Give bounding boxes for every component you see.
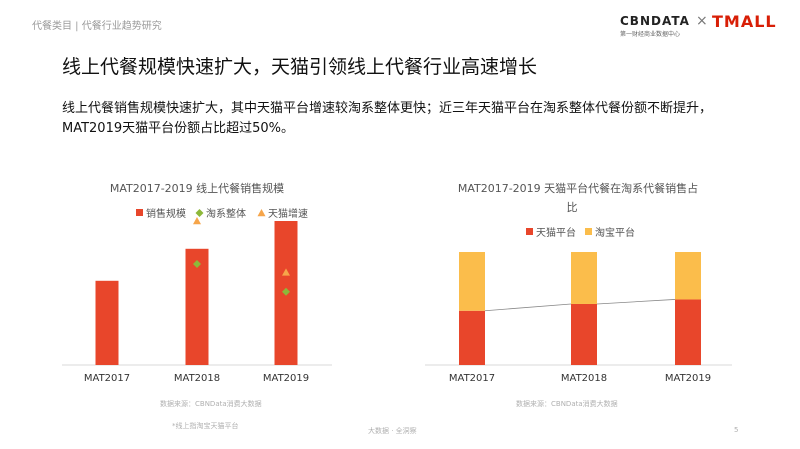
x-tick-label: MAT2019 xyxy=(263,373,309,384)
diamond-point xyxy=(282,287,290,296)
triangle-point xyxy=(282,268,290,276)
footer-slogan: 大数据 · 全洞察 xyxy=(368,427,417,435)
scope-note: *线上指淘宝天猫平台 xyxy=(172,422,239,430)
source-note-right: 数据来源：CBNData消费大数据 xyxy=(516,400,618,408)
triangle-point xyxy=(193,217,201,225)
x-tick-label: MAT2018 xyxy=(174,373,220,384)
legend-label: 天猫平台 xyxy=(536,226,576,239)
page-title: 线上代餐规模快速扩大，天猫引领线上代餐行业高速增长 xyxy=(62,56,538,78)
stacked-bar-taobao xyxy=(459,252,485,311)
legend-label: 销售规模 xyxy=(146,207,186,220)
stacked-bar-taobao xyxy=(571,252,597,304)
legend-label: 淘系整体 xyxy=(206,207,246,220)
breadcrumb: 代餐类目 | 代餐行业趋势研究 xyxy=(32,21,162,32)
legend-label: 天猫增速 xyxy=(268,207,308,220)
page-number: 5 xyxy=(734,426,739,434)
legend-swatch xyxy=(526,228,533,235)
brand-logos: CBNDATA 第一财经商业数据中心 × TMALL xyxy=(620,12,780,40)
chart-title-line2: 比 xyxy=(567,201,578,214)
stacked-bar-tmall xyxy=(571,303,597,365)
cbndata-logo: CBNDATA xyxy=(620,14,690,28)
bar xyxy=(95,280,119,365)
x-tick-label: MAT2017 xyxy=(449,373,495,384)
stacked-bar-tmall xyxy=(675,299,701,365)
bar xyxy=(185,248,209,365)
x-tick-label: MAT2018 xyxy=(561,373,607,384)
chart-title: MAT2017-2019 线上代餐销售规模 xyxy=(110,181,284,195)
source-note-left: 数据来源：CBNData消费大数据 xyxy=(160,400,262,408)
legend-swatch-triangle xyxy=(257,209,266,217)
times-icon: × xyxy=(696,13,708,29)
chart-title: MAT2017-2019 天猫平台代餐在淘系代餐销售占 xyxy=(458,181,698,195)
cbndata-logo-subtitle: 第一财经商业数据中心 xyxy=(620,31,681,38)
stacked-bar-taobao xyxy=(675,252,701,300)
tmall-logo: TMALL xyxy=(712,12,777,31)
x-tick-label: MAT2017 xyxy=(84,373,130,384)
legend-swatch-diamond xyxy=(195,209,204,217)
stacked-bar-tmall xyxy=(459,310,485,365)
connector-line xyxy=(596,299,676,305)
legend-swatch xyxy=(585,228,592,235)
legend-swatch-bar xyxy=(136,209,143,216)
legend-label: 淘宝平台 xyxy=(595,226,635,239)
x-tick-label: MAT2019 xyxy=(665,373,711,384)
connector-line xyxy=(484,303,572,312)
diamond-point xyxy=(193,259,201,268)
page-description: 线上代餐销售规模快速扩大，其中天猫平台增速较淘系整体更快；近三年天猫平台在淘系整… xyxy=(62,101,713,136)
